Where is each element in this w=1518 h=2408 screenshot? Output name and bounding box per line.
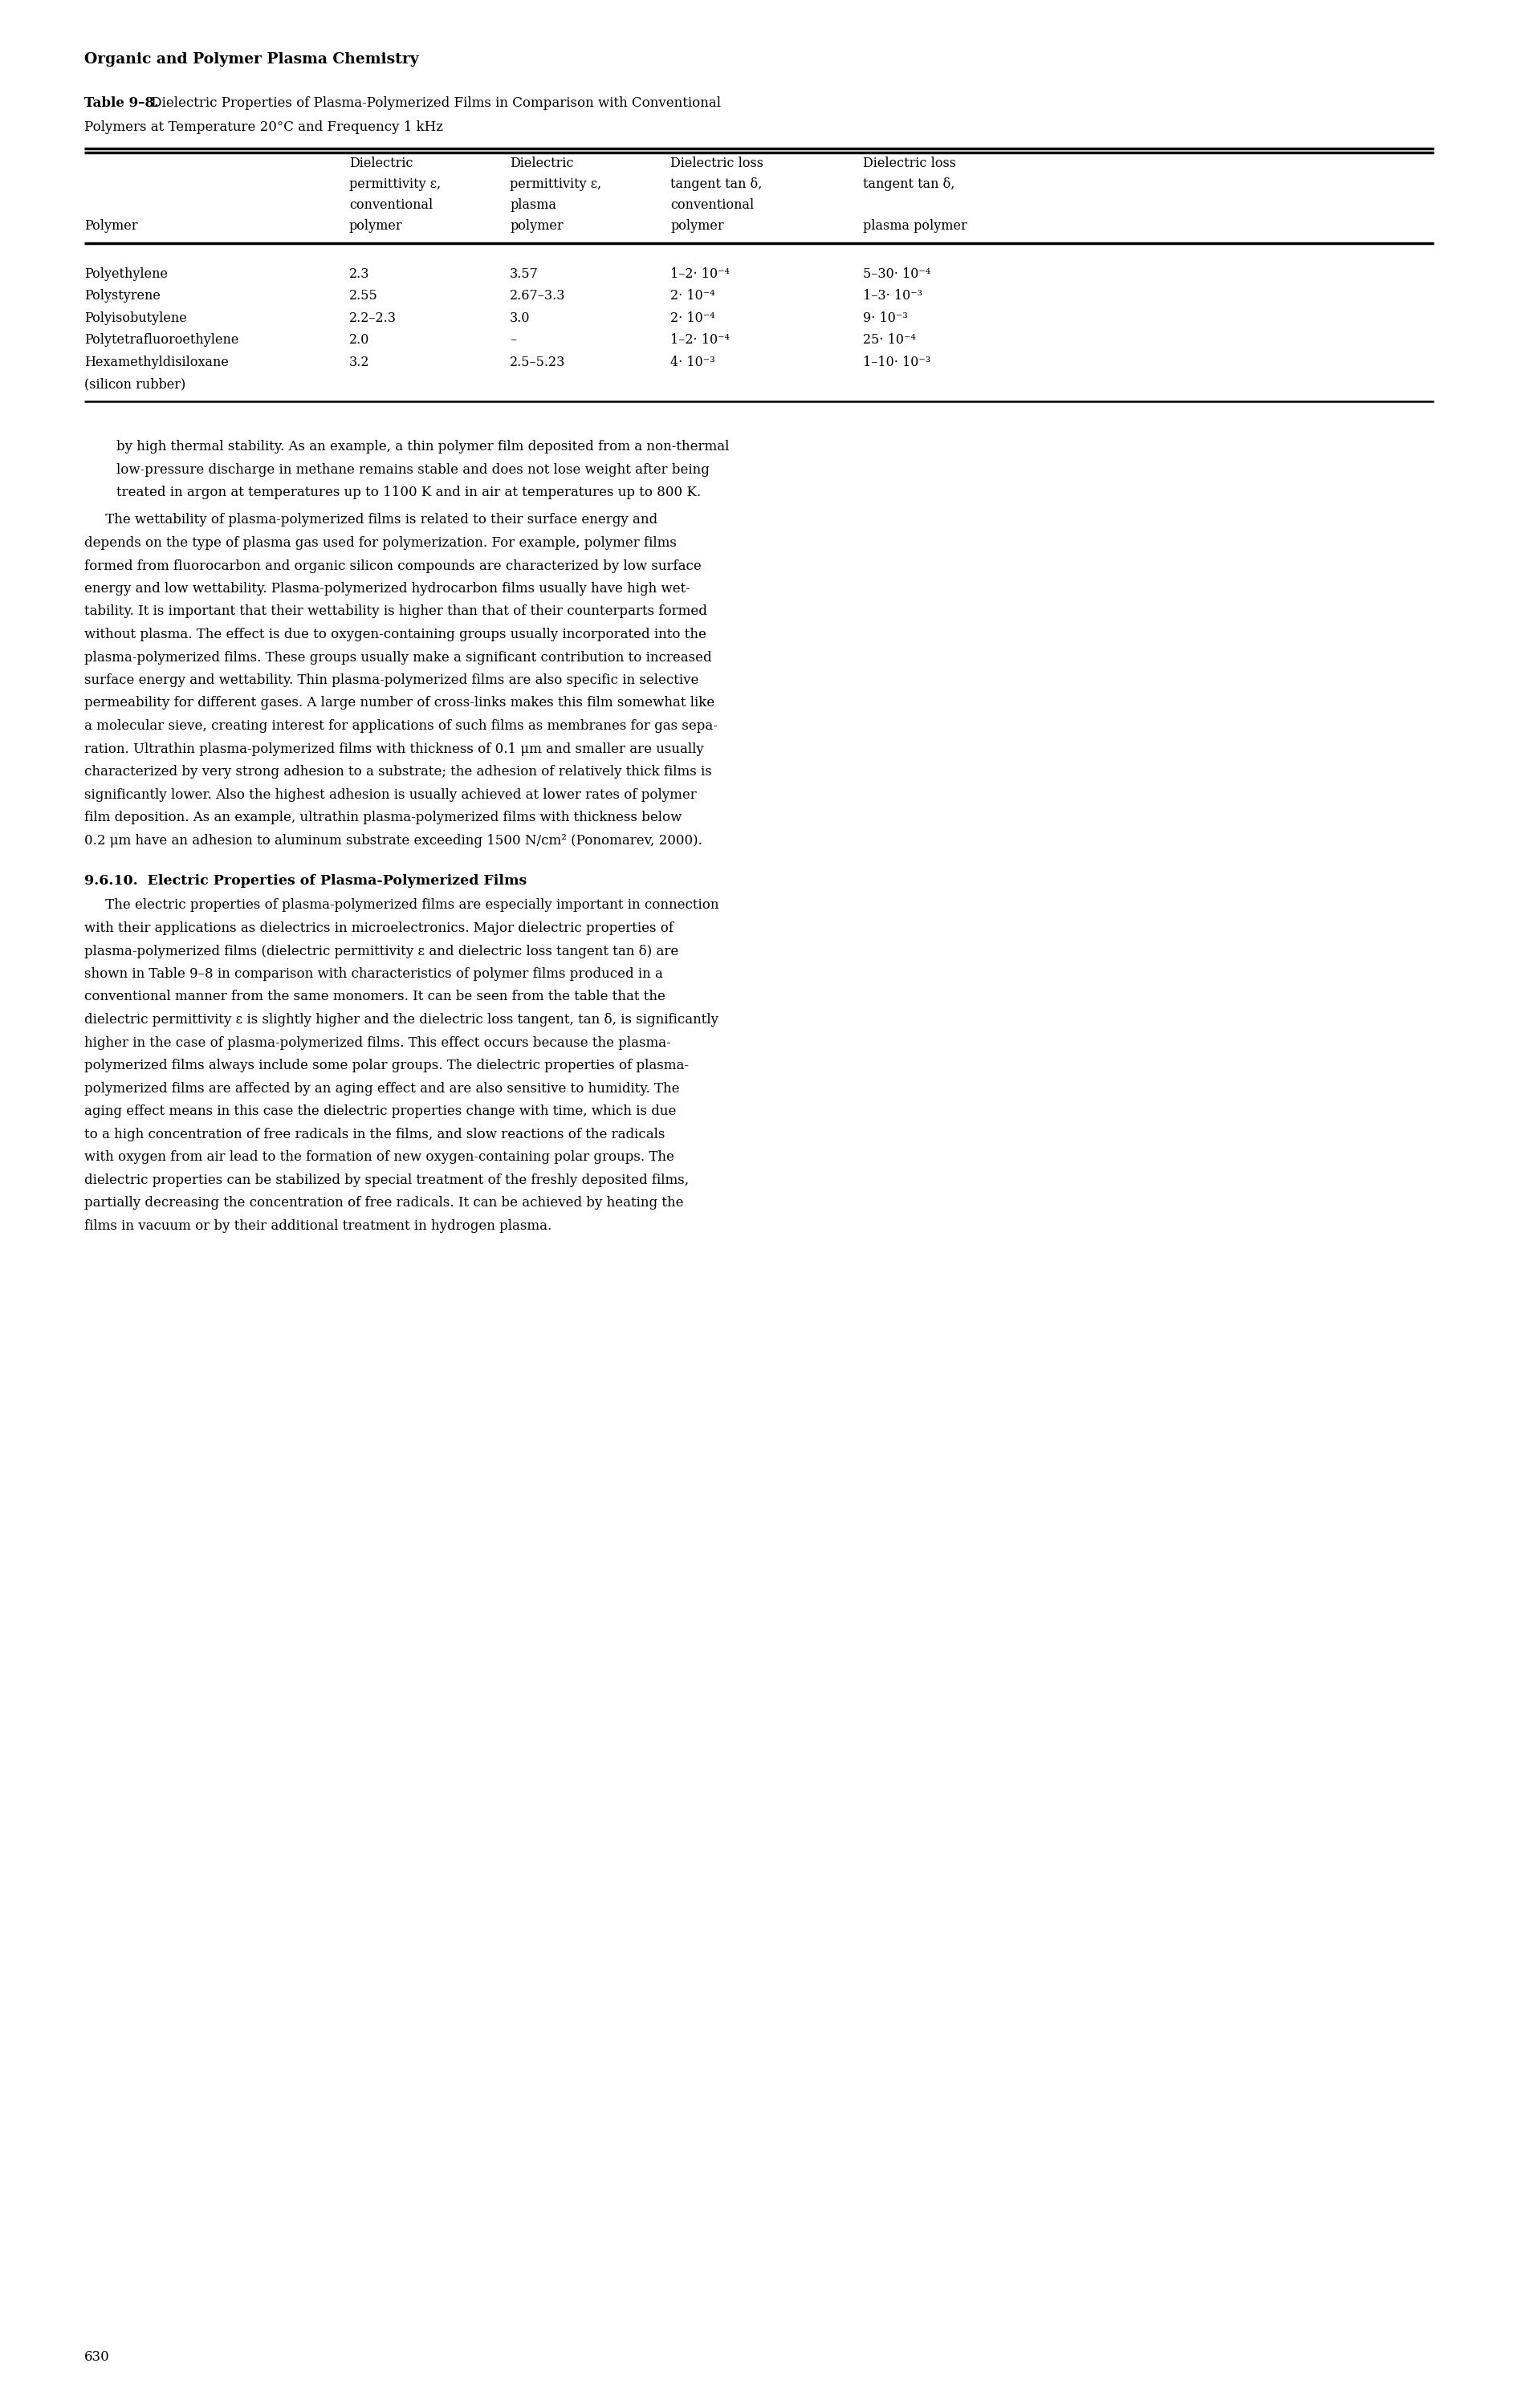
Text: aging effect means in this case the dielectric properties change with time, whic: aging effect means in this case the diel… [85, 1105, 676, 1117]
Text: 3.0: 3.0 [510, 311, 530, 325]
Text: permeability for different gases. A large number of cross-links makes this film : permeability for different gases. A larg… [85, 696, 715, 710]
Text: 9.6.10.  Electric Properties of Plasma-Polymerized Films: 9.6.10. Electric Properties of Plasma-Po… [85, 874, 527, 889]
Text: Dielectric loss: Dielectric loss [671, 157, 764, 171]
Text: film deposition. As an example, ultrathin plasma-polymerized films with thicknes: film deposition. As an example, ultrathi… [85, 811, 682, 824]
Text: 2.0: 2.0 [349, 332, 369, 347]
Text: Dielectric loss: Dielectric loss [862, 157, 956, 171]
Text: Dielectric Properties of Plasma-Polymerized Films in Comparison with Conventiona: Dielectric Properties of Plasma-Polymeri… [147, 96, 721, 111]
Text: by high thermal stability. As an example, a thin polymer film deposited from a n: by high thermal stability. As an example… [117, 441, 729, 453]
Text: 4· 10⁻³: 4· 10⁻³ [671, 356, 715, 368]
Text: Polystyrene: Polystyrene [85, 289, 161, 303]
Text: 3.57: 3.57 [510, 267, 539, 282]
Text: polymer: polymer [671, 219, 724, 234]
Text: Organic and Polymer Plasma Chemistry: Organic and Polymer Plasma Chemistry [85, 53, 419, 67]
Text: 2· 10⁻⁴: 2· 10⁻⁴ [671, 311, 715, 325]
Text: 3.2: 3.2 [349, 356, 370, 368]
Text: 25· 10⁻⁴: 25· 10⁻⁴ [862, 332, 915, 347]
Text: significantly lower. Also the highest adhesion is usually achieved at lower rate: significantly lower. Also the highest ad… [85, 787, 697, 802]
Text: plasma: plasma [510, 197, 556, 212]
Text: 2.55: 2.55 [349, 289, 378, 303]
Text: shown in Table 9–8 in comparison with characteristics of polymer films produced : shown in Table 9–8 in comparison with ch… [85, 968, 663, 980]
Text: ration. Ultrathin plasma-polymerized films with thickness of 0.1 μm and smaller : ration. Ultrathin plasma-polymerized fil… [85, 742, 704, 756]
Text: Polymers at Temperature 20°C and Frequency 1 kHz: Polymers at Temperature 20°C and Frequen… [85, 120, 443, 135]
Text: treated in argon at temperatures up to 1100 K and in air at temperatures up to 8: treated in argon at temperatures up to 1… [117, 486, 701, 498]
Text: plasma-polymerized films. These groups usually make a significant contribution t: plasma-polymerized films. These groups u… [85, 650, 712, 665]
Text: 2.3: 2.3 [349, 267, 370, 282]
Text: Dielectric: Dielectric [510, 157, 574, 171]
Text: Polyisobutylene: Polyisobutylene [85, 311, 187, 325]
Text: dielectric permittivity ε is slightly higher and the dielectric loss tangent, ta: dielectric permittivity ε is slightly hi… [85, 1014, 718, 1026]
Text: The electric properties of plasma-polymerized films are especially important in : The electric properties of plasma-polyme… [85, 898, 720, 913]
Text: formed from fluorocarbon and organic silicon compounds are characterized by low : formed from fluorocarbon and organic sil… [85, 559, 701, 573]
Text: Hexamethyldisiloxane: Hexamethyldisiloxane [85, 356, 229, 368]
Text: dielectric properties can be stabilized by special treatment of the freshly depo: dielectric properties can be stabilized … [85, 1173, 689, 1187]
Text: films in vacuum or by their additional treatment in hydrogen plasma.: films in vacuum or by their additional t… [85, 1218, 551, 1233]
Text: 2· 10⁻⁴: 2· 10⁻⁴ [671, 289, 715, 303]
Text: tability. It is important that their wettability is higher than that of their co: tability. It is important that their wet… [85, 604, 707, 619]
Text: Polyethylene: Polyethylene [85, 267, 168, 282]
Text: a molecular sieve, creating interest for applications of such films as membranes: a molecular sieve, creating interest for… [85, 720, 718, 732]
Text: without plasma. The effect is due to oxygen-containing groups usually incorporat: without plasma. The effect is due to oxy… [85, 628, 706, 641]
Text: permittivity ε,: permittivity ε, [349, 178, 440, 190]
Text: The wettability of plasma-polymerized films is related to their surface energy a: The wettability of plasma-polymerized fi… [85, 513, 657, 527]
Text: 1–2· 10⁻⁴: 1–2· 10⁻⁴ [671, 332, 730, 347]
Text: polymerized films are affected by an aging effect and are also sensitive to humi: polymerized films are affected by an agi… [85, 1081, 680, 1096]
Text: polymer: polymer [349, 219, 402, 234]
Text: 0.2 μm have an adhesion to aluminum substrate exceeding 1500 N/cm² (Ponomarev, 2: 0.2 μm have an adhesion to aluminum subs… [85, 833, 703, 848]
Text: 2.2–2.3: 2.2–2.3 [349, 311, 396, 325]
Text: Table 9–8.: Table 9–8. [85, 96, 159, 111]
Text: to a high concentration of free radicals in the films, and slow reactions of the: to a high concentration of free radicals… [85, 1127, 665, 1141]
Text: Dielectric: Dielectric [349, 157, 413, 171]
Text: depends on the type of plasma gas used for polymerization. For example, polymer : depends on the type of plasma gas used f… [85, 537, 677, 549]
Text: 2.67–3.3: 2.67–3.3 [510, 289, 566, 303]
Text: permittivity ε,: permittivity ε, [510, 178, 601, 190]
Text: with their applications as dielectrics in microelectronics. Major dielectric pro: with their applications as dielectrics i… [85, 922, 674, 934]
Text: 9· 10⁻³: 9· 10⁻³ [862, 311, 908, 325]
Text: higher in the case of plasma-polymerized films. This effect occurs because the p: higher in the case of plasma-polymerized… [85, 1035, 671, 1050]
Text: 1–3· 10⁻³: 1–3· 10⁻³ [862, 289, 923, 303]
Text: with oxygen from air lead to the formation of new oxygen-containing polar groups: with oxygen from air lead to the formati… [85, 1151, 674, 1163]
Text: low-pressure discharge in methane remains stable and does not lose weight after : low-pressure discharge in methane remain… [117, 462, 709, 477]
Text: partially decreasing the concentration of free radicals. It can be achieved by h: partially decreasing the concentration o… [85, 1197, 683, 1209]
Text: Polytetrafluoroethylene: Polytetrafluoroethylene [85, 332, 238, 347]
Text: tangent tan δ,: tangent tan δ, [671, 178, 762, 190]
Text: polymer: polymer [510, 219, 563, 234]
Text: 5–30· 10⁻⁴: 5–30· 10⁻⁴ [862, 267, 931, 282]
Text: conventional: conventional [671, 197, 754, 212]
Text: energy and low wettability. Plasma-polymerized hydrocarbon films usually have hi: energy and low wettability. Plasma-polym… [85, 583, 691, 595]
Text: conventional: conventional [349, 197, 433, 212]
Text: (silicon rubber): (silicon rubber) [85, 378, 185, 390]
Text: characterized by very strong adhesion to a substrate; the adhesion of relatively: characterized by very strong adhesion to… [85, 766, 712, 778]
Text: surface energy and wettability. Thin plasma-polymerized films are also specific : surface energy and wettability. Thin pla… [85, 674, 698, 686]
Text: conventional manner from the same monomers. It can be seen from the table that t: conventional manner from the same monome… [85, 990, 665, 1004]
Text: polymerized films always include some polar groups. The dielectric properties of: polymerized films always include some po… [85, 1060, 689, 1072]
Text: 2.5–5.23: 2.5–5.23 [510, 356, 565, 368]
Text: 630: 630 [85, 2350, 109, 2365]
Text: Polymer: Polymer [85, 219, 138, 234]
Text: tangent tan δ,: tangent tan δ, [862, 178, 955, 190]
Text: 1–10· 10⁻³: 1–10· 10⁻³ [862, 356, 931, 368]
Text: plasma-polymerized films (dielectric permittivity ε and dielectric loss tangent : plasma-polymerized films (dielectric per… [85, 944, 679, 958]
Text: –: – [510, 332, 516, 347]
Text: 1–2· 10⁻⁴: 1–2· 10⁻⁴ [671, 267, 730, 282]
Text: plasma polymer: plasma polymer [862, 219, 967, 234]
